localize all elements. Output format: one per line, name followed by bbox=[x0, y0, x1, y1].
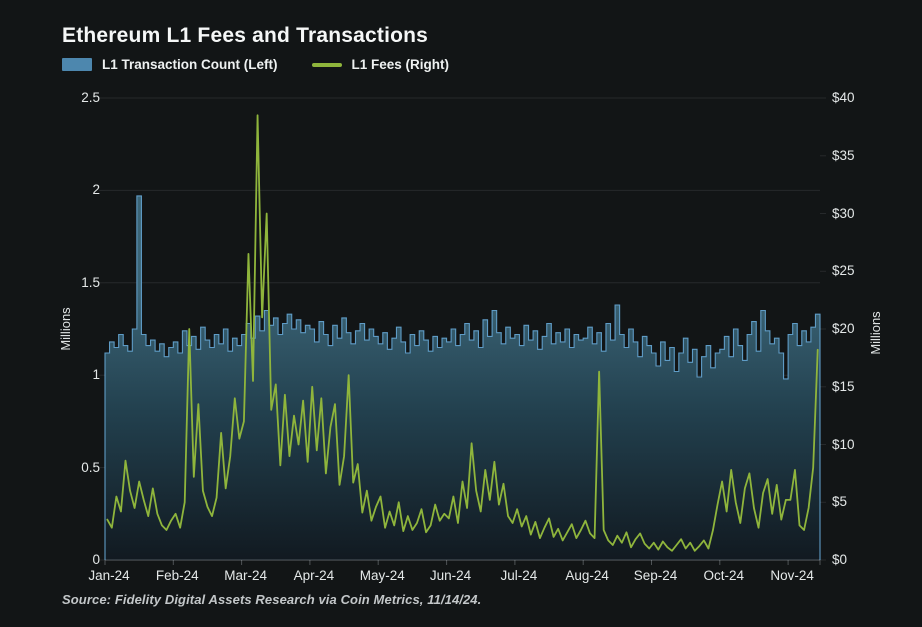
left-axis-tick: 0 bbox=[92, 552, 100, 567]
left-axis-tick-labels: 0 0.5 1 1.5 2 2.5 bbox=[0, 0, 100, 627]
chart-title: Ethereum L1 Fees and Transactions bbox=[62, 24, 429, 47]
right-axis-tick: $20 bbox=[832, 321, 855, 336]
x-axis-tick: Apr-24 bbox=[293, 568, 335, 583]
right-axis-tick: $10 bbox=[832, 436, 855, 452]
legend-label-transaction-count: L1 Transaction Count (Left) bbox=[102, 57, 278, 72]
x-axis-tick: Mar-24 bbox=[224, 568, 267, 583]
x-axis-tick: Jun-24 bbox=[429, 568, 472, 583]
right-axis-tick: $30 bbox=[832, 205, 855, 221]
x-axis-tick: Feb-24 bbox=[155, 568, 199, 583]
left-axis-tick: 1 bbox=[92, 367, 100, 383]
legend-label-fees: L1 Fees (Right) bbox=[351, 57, 450, 72]
x-axis-tick: Aug-24 bbox=[565, 568, 609, 583]
x-axis-tick: Sep-24 bbox=[633, 568, 678, 583]
line-series-swatch-icon bbox=[311, 62, 342, 67]
x-axis-tick: Oct-24 bbox=[703, 568, 745, 583]
x-axis-tick: Nov-24 bbox=[770, 568, 814, 583]
x-axis-tick: Jul-24 bbox=[500, 568, 538, 583]
left-axis-unit-label: Millions bbox=[58, 307, 73, 351]
x-axis-tick: Jan-24 bbox=[88, 568, 130, 583]
left-axis-tick: 1.5 bbox=[81, 274, 100, 290]
right-axis-tick: $35 bbox=[832, 147, 855, 163]
bar-series-swatch-icon bbox=[62, 58, 92, 71]
left-axis-tick: 2.5 bbox=[81, 90, 100, 105]
right-axis-unit-label: Millions bbox=[868, 311, 883, 355]
x-axis-tick-labels: Jan-24 Feb-24 Mar-24 Apr-24 May-24 Jun-24 Jul-… bbox=[0, 568, 922, 590]
right-axis-tick: $25 bbox=[832, 263, 855, 279]
right-axis-tick: $15 bbox=[832, 378, 855, 394]
x-axis-tick: May-24 bbox=[359, 568, 405, 583]
left-axis-tick: 0.5 bbox=[81, 459, 100, 475]
chart-legend: L1 Transaction Count (Left) L1 Fees (Rig… bbox=[62, 57, 449, 72]
legend-item-transaction-count: L1 Transaction Count (Left) bbox=[62, 57, 278, 72]
legend-item-fees: L1 Fees (Right) bbox=[311, 57, 450, 72]
right-axis-tick: $5 bbox=[832, 494, 848, 510]
left-axis-tick: 2 bbox=[92, 182, 100, 198]
right-axis-tick: $0 bbox=[832, 552, 848, 567]
right-axis-tick: $40 bbox=[832, 90, 855, 105]
right-axis-tick-labels: $0 $5 $10 $15 $20 $25 $30 $35 $40 bbox=[832, 0, 912, 627]
source-attribution: Source: Fidelity Digital Assets Research… bbox=[62, 592, 482, 607]
